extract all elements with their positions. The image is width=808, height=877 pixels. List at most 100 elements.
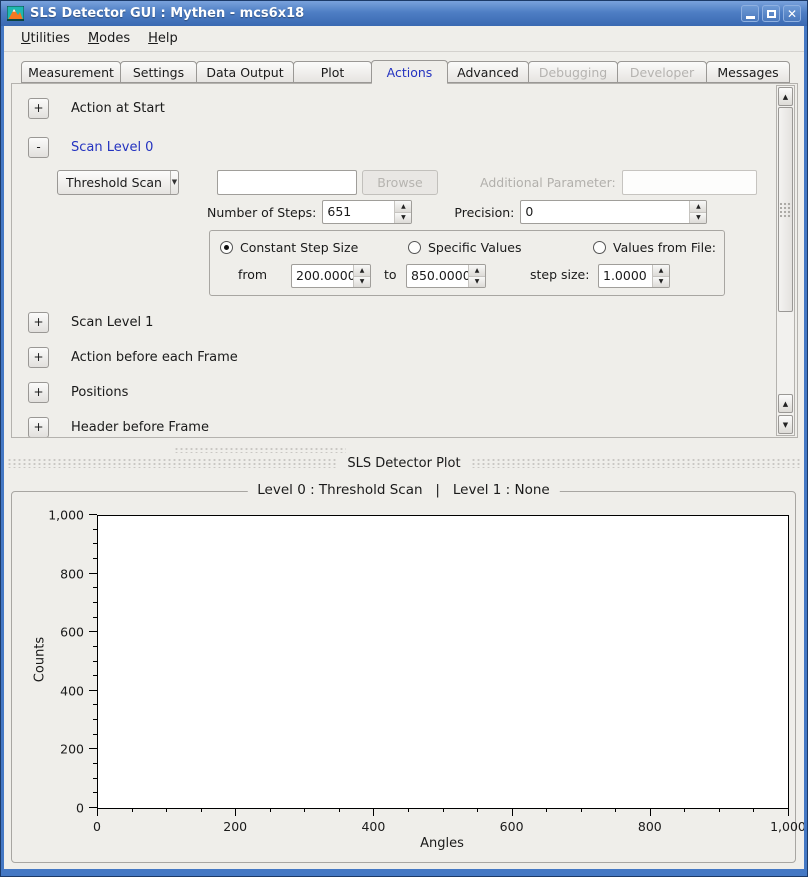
radio-constant-step-size[interactable]: Constant Step Size — [220, 240, 358, 255]
spin-up-icon[interactable]: ▲ — [395, 201, 412, 213]
y-tick — [93, 601, 97, 603]
grip-dots-icon — [779, 201, 792, 218]
collapse-icon[interactable]: - — [28, 136, 49, 158]
tab-measurement[interactable]: Measurement — [21, 61, 121, 83]
maximize-icon — [766, 9, 776, 18]
x-tick-label: 0 — [93, 819, 101, 834]
x-tick — [373, 808, 375, 816]
spin-down-icon[interactable]: ▼ — [469, 276, 485, 287]
menu-help[interactable]: Help — [148, 31, 178, 46]
steps-value: 651 — [327, 204, 352, 219]
menu-modes[interactable]: Modes — [87, 31, 131, 46]
tab-messages[interactable]: Messages — [706, 61, 790, 83]
dock-title-bar[interactable]: SLS Detector Plot — [7, 455, 802, 471]
tab-developer: Developer — [617, 61, 707, 83]
x-tick — [718, 808, 720, 812]
expand-icon[interactable]: + — [28, 346, 49, 368]
tab-advanced[interactable]: Advanced — [447, 61, 529, 83]
close-button[interactable]: ✕ — [783, 5, 801, 22]
vertical-scrollbar[interactable]: ▲ ▲ ▼ — [776, 85, 795, 436]
y-tick-label: 200 — [60, 741, 84, 757]
x-tick — [304, 808, 306, 812]
scroll-down-button[interactable]: ▼ — [778, 415, 793, 434]
step-size-stepper[interactable]: 1.0000 ▲ ▼ — [598, 264, 670, 288]
y-tick — [93, 777, 97, 779]
dock-texture-right — [470, 458, 802, 468]
y-tick — [93, 675, 97, 677]
spin-down-icon[interactable]: ▼ — [354, 276, 370, 287]
splitter-handle[interactable] — [174, 447, 346, 453]
tab-data-output[interactable]: Data Output — [196, 61, 294, 83]
spin-down-icon[interactable]: ▼ — [395, 212, 412, 223]
scroll-up-button-bottom[interactable]: ▲ — [778, 394, 793, 413]
tab-settings[interactable]: Settings — [120, 61, 197, 83]
x-tick — [269, 808, 271, 812]
window-border-bottom — [1, 869, 807, 876]
window-title: SLS Detector GUI : Mythen - mcs6x18 — [30, 6, 305, 21]
y-tick — [93, 528, 97, 530]
y-tick-label: 0 — [76, 800, 84, 816]
x-tick-label: 800 — [637, 819, 662, 834]
number-of-steps-stepper[interactable]: 651 ▲ ▼ — [322, 200, 413, 224]
window-border-right — [804, 26, 807, 876]
radio-values-from-file[interactable]: Values from File: — [593, 240, 716, 255]
section-positions: + Positions — [28, 381, 128, 403]
scrollbar-thumb[interactable] — [778, 107, 793, 313]
minimize-icon — [745, 16, 755, 19]
script-path-input[interactable] — [217, 169, 357, 195]
section-scan-level-0: - Scan Level 0 — [28, 136, 153, 158]
y-tick — [89, 514, 97, 515]
precision-value: 0 — [525, 204, 534, 219]
x-tick — [97, 808, 98, 816]
section-label: Scan Level 0 — [71, 139, 154, 155]
y-axis-title: Counts — [32, 636, 48, 683]
spin-up-icon[interactable]: ▲ — [354, 265, 370, 277]
expand-icon[interactable]: + — [28, 97, 49, 119]
scroll-up-button[interactable]: ▲ — [778, 87, 793, 106]
minimize-button[interactable] — [741, 5, 759, 22]
plot-title: Level 0 : Threshold Scan | Level 1 : Non… — [247, 482, 560, 498]
precision-stepper[interactable]: 0 ▲ ▼ — [520, 200, 708, 224]
y-axis-ticks — [89, 514, 97, 808]
expand-icon[interactable]: + — [28, 311, 49, 333]
tab-plot[interactable]: Plot — [293, 61, 372, 83]
y-tick — [89, 689, 97, 691]
spin-down-icon[interactable]: ▼ — [690, 212, 707, 223]
close-icon: ✕ — [786, 6, 798, 21]
y-tick — [89, 572, 97, 574]
to-stepper[interactable]: 850.0000 ▲ ▼ — [406, 264, 486, 288]
section-action-at-start: + Action at Start — [28, 97, 165, 119]
menu-utilities[interactable]: Utilities — [21, 31, 70, 46]
x-axis-title: Angles — [420, 836, 464, 851]
tab-bar: Measurement Settings Data Output Plot Ac… — [21, 60, 790, 84]
expand-icon[interactable]: + — [28, 381, 49, 403]
scan-mode-value: Threshold Scan — [66, 174, 162, 190]
x-tick — [684, 808, 686, 812]
from-value: 200.0000 — [296, 268, 353, 283]
spin-up-icon[interactable]: ▲ — [653, 265, 669, 277]
x-tick — [131, 808, 133, 812]
app-logo-icon — [6, 5, 25, 22]
tab-actions[interactable]: Actions — [371, 60, 448, 84]
scrollbar-track[interactable] — [778, 107, 793, 393]
maximize-button[interactable] — [762, 5, 780, 22]
y-tick-label: 400 — [60, 683, 84, 699]
radio-specific-values[interactable]: Specific Values — [408, 240, 521, 255]
additional-parameter-label: Additional Parameter: — [480, 174, 616, 190]
scan-mode-select[interactable]: Threshold Scan ▼ — [57, 169, 179, 195]
spin-up-icon[interactable]: ▲ — [469, 265, 485, 277]
titlebar[interactable]: SLS Detector GUI : Mythen - mcs6x18 ✕ — [1, 1, 807, 26]
y-tick — [89, 807, 97, 808]
spin-down-icon[interactable]: ▼ — [653, 276, 669, 287]
plot-canvas[interactable] — [97, 515, 789, 809]
y-tick — [93, 733, 97, 735]
scan0-steps-row: Number of Steps: 651 ▲ ▼ Precision: 0 ▲ … — [207, 200, 787, 224]
spin-up-icon[interactable]: ▲ — [690, 201, 707, 213]
y-tick — [93, 660, 97, 662]
from-stepper[interactable]: 200.0000 ▲ ▼ — [291, 264, 371, 288]
x-tick — [546, 808, 548, 812]
x-tick — [338, 808, 340, 812]
expand-icon[interactable]: + — [28, 416, 49, 437]
y-tick — [93, 719, 97, 721]
radio-label: Specific Values — [428, 240, 522, 255]
